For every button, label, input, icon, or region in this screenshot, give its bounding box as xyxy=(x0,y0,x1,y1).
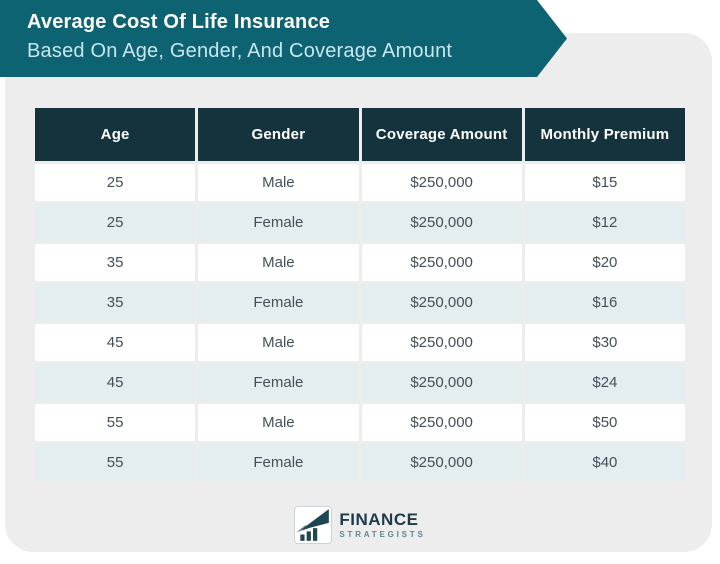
table-cell: Male xyxy=(198,244,359,281)
table-cell: Male xyxy=(198,404,359,441)
table-cell: Female xyxy=(198,444,359,481)
table-row: 45 Female $250,000 $24 xyxy=(35,364,685,401)
table-cell: 35 xyxy=(35,284,196,321)
table-cell: 55 xyxy=(35,444,196,481)
table-cell: 45 xyxy=(35,324,196,361)
brand-wordmark: FINANCE STRATEGISTS xyxy=(339,511,425,539)
table-cell: $250,000 xyxy=(361,204,522,241)
table-cell: $250,000 xyxy=(361,244,522,281)
table-cell: $40 xyxy=(524,444,685,481)
table-row: 35 Female $250,000 $16 xyxy=(35,284,685,321)
column-header-monthly-premium: Monthly Premium xyxy=(524,108,685,161)
table-cell: 35 xyxy=(35,244,196,281)
column-header-gender: Gender xyxy=(198,108,359,161)
page-subtitle: Based On Age, Gender, And Coverage Amoun… xyxy=(27,40,453,62)
table-body: 25 Male $250,000 $15 25 Female $250,000 $12 35 Ma… xyxy=(35,164,685,481)
premium-table: Age Gender Coverage Amount Monthly Premi… xyxy=(32,105,688,484)
table-cell: $50 xyxy=(524,404,685,441)
table-row: 35 Male $250,000 $20 xyxy=(35,244,685,281)
table-row: 55 Female $250,000 $40 xyxy=(35,444,685,481)
brand-tagline: STRATEGISTS xyxy=(339,530,426,539)
table-cell: $250,000 xyxy=(361,284,522,321)
table-header: Age Gender Coverage Amount Monthly Premi… xyxy=(35,108,685,161)
table-cell: $250,000 xyxy=(361,404,522,441)
table-row: 55 Male $250,000 $50 xyxy=(35,404,685,441)
table-cell: 55 xyxy=(35,404,196,441)
table-cell: Female xyxy=(198,204,359,241)
table-cell: $24 xyxy=(524,364,685,401)
table-cell: $250,000 xyxy=(361,444,522,481)
table-cell: $250,000 xyxy=(361,164,522,201)
table-header-row: Age Gender Coverage Amount Monthly Premi… xyxy=(35,108,685,161)
brand-logo: FINANCE STRATEGISTS xyxy=(0,506,720,544)
table-cell: $16 xyxy=(524,284,685,321)
table-row: 25 Female $250,000 $12 xyxy=(35,204,685,241)
table-cell: $250,000 xyxy=(361,364,522,401)
table-cell: Male xyxy=(198,164,359,201)
finance-strategists-chart-icon xyxy=(294,506,333,544)
table-cell: $250,000 xyxy=(361,324,522,361)
brand-name: FINANCE xyxy=(339,510,419,529)
column-header-age: Age xyxy=(35,108,196,161)
table-row: 25 Male $250,000 $15 xyxy=(35,164,685,201)
table-cell: $12 xyxy=(524,204,685,241)
table-cell: 25 xyxy=(35,164,196,201)
table-cell: Male xyxy=(198,324,359,361)
table-cell: $20 xyxy=(524,244,685,281)
title-banner: Average Cost Of Life Insurance Based On … xyxy=(0,0,567,77)
table-cell: 25 xyxy=(35,204,196,241)
table-cell: $15 xyxy=(524,164,685,201)
page-title: Average Cost Of Life Insurance xyxy=(27,11,331,33)
table-cell: 45 xyxy=(35,364,196,401)
table-cell: $30 xyxy=(524,324,685,361)
table-cell: Female xyxy=(198,284,359,321)
table-cell: Female xyxy=(198,364,359,401)
table-row: 45 Male $250,000 $30 xyxy=(35,324,685,361)
column-header-coverage-amount: Coverage Amount xyxy=(361,108,522,161)
